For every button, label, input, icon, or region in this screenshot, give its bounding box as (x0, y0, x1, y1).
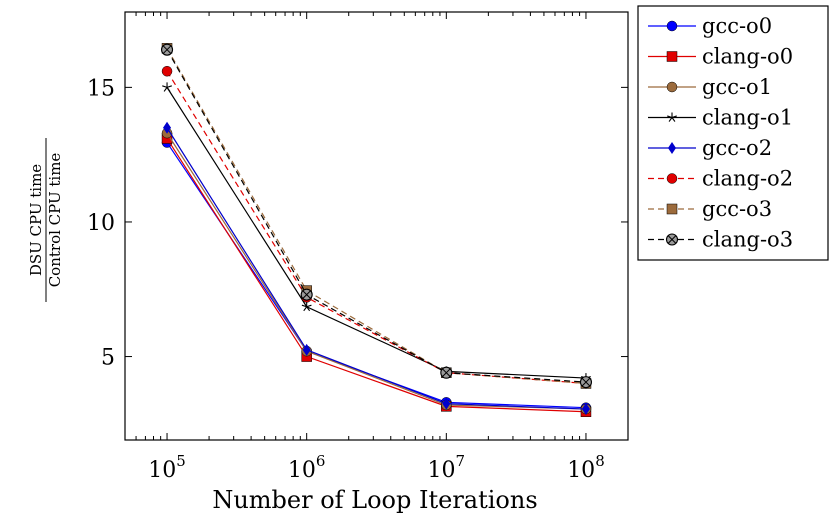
x-axis-label: Number of Loop Iterations (212, 486, 537, 514)
x-tick-label-base: 10 (148, 458, 176, 483)
series-gcc-o2 (163, 121, 590, 416)
y-tick-label: 15 (87, 76, 115, 101)
series-gcc-o0 (161, 137, 592, 413)
legend-label: gcc-o0 (702, 14, 772, 38)
data-point (163, 121, 172, 134)
y-axis-label: DSU CPU time Control CPU time (27, 138, 64, 302)
legend-entry: gcc-o1 (648, 75, 772, 99)
x-tick-label: 108 (567, 452, 605, 483)
x-tick-label: 106 (288, 452, 326, 483)
series-line (166, 127, 586, 410)
series-line (166, 87, 586, 379)
legend-marker (666, 81, 678, 93)
x-tick-label-exponent: 8 (595, 452, 605, 470)
series-clang-o3 (160, 43, 593, 389)
legend-label: gcc-o1 (702, 75, 772, 99)
data-point (581, 403, 590, 416)
legend-entry: gcc-o3 (648, 197, 772, 221)
legend-label: gcc-o2 (702, 136, 772, 160)
y-tick-label: 5 (101, 346, 115, 371)
series-clang-o2 (161, 65, 592, 389)
legend-entry: clang-o1 (648, 106, 793, 130)
series-line (166, 132, 586, 410)
data-point (160, 43, 174, 56)
legend-marker (666, 203, 678, 215)
y-axis-label-numerator: DSU CPU time (27, 164, 45, 276)
series-line (166, 48, 587, 385)
x-tick-label-base: 10 (288, 458, 316, 483)
data-point (440, 366, 453, 379)
legend-marker (665, 233, 679, 246)
legend: gcc-o0 clang-o0 gcc-o1 clang-o1 gcc-o2 clang-… (637, 5, 829, 261)
series-line (166, 138, 586, 413)
series-layer (160, 43, 593, 417)
legend-box (637, 5, 829, 261)
legend-label: clang-o0 (702, 45, 793, 69)
x-tick-label-exponent: 7 (456, 452, 466, 470)
y-tick-label: 10 (87, 211, 115, 236)
legend-label: clang-o3 (702, 228, 793, 252)
data-point (442, 397, 451, 410)
x-tick-label: 107 (428, 452, 466, 483)
data-point (162, 82, 172, 92)
y-axis-label-denominator: Control CPU time (46, 153, 64, 288)
legend-label: clang-o2 (702, 167, 793, 191)
x-tick-label-base: 10 (428, 458, 456, 483)
data-point (161, 65, 173, 77)
plot-frame (124, 11, 629, 441)
legend-marker (668, 142, 676, 154)
data-point (300, 288, 313, 301)
legend-entry: clang-o2 (648, 167, 793, 191)
series-line (166, 49, 587, 383)
legend-marker (667, 112, 677, 122)
x-tick-label-exponent: 5 (176, 452, 186, 470)
series-clang-o0 (161, 133, 592, 417)
legend-entry: clang-o3 (648, 228, 793, 252)
legend-marker (666, 173, 678, 184)
data-point (302, 343, 311, 356)
legend-entry: gcc-o2 (648, 136, 772, 160)
legend-label: gcc-o3 (702, 197, 772, 221)
x-tick-label: 105 (148, 452, 186, 483)
series-line (166, 142, 586, 409)
legend-marker (666, 51, 678, 62)
legend-entry: clang-o0 (648, 45, 793, 69)
x-tick-label-exponent: 6 (316, 452, 326, 470)
legend-entry: gcc-o0 (648, 14, 772, 38)
series-gcc-o1 (161, 127, 592, 415)
series-gcc-o3 (161, 43, 592, 389)
legend-marker (666, 20, 678, 32)
legend-label: clang-o1 (702, 106, 793, 130)
x-tick-label-base: 10 (567, 458, 595, 483)
data-point (301, 301, 312, 312)
data-point (579, 376, 593, 389)
